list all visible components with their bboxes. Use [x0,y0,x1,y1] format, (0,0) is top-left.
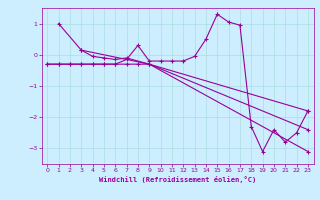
X-axis label: Windchill (Refroidissement éolien,°C): Windchill (Refroidissement éolien,°C) [99,176,256,183]
